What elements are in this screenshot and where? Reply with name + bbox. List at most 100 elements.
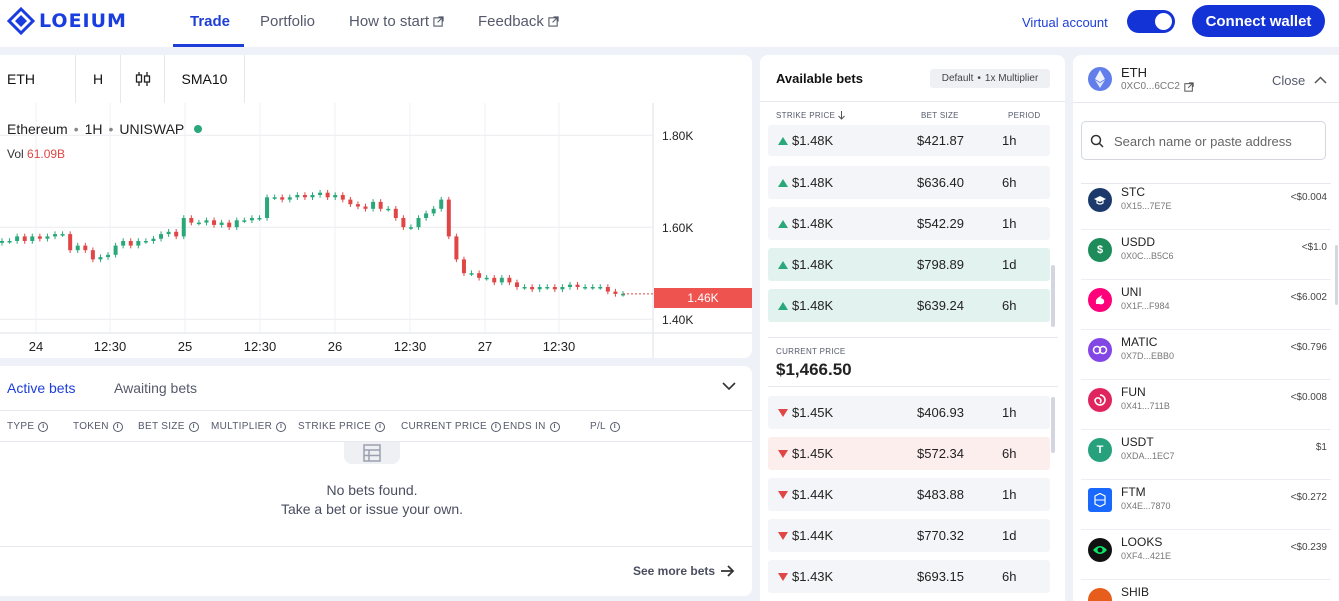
bet-row-down[interactable]: $1.45K $572.34 6h [768, 437, 1050, 470]
token-row[interactable]: UNI 0X1F...F984 <$6.002 [1081, 280, 1331, 330]
token-row[interactable]: MATIC 0X7D...EBB0 <$0.796 [1081, 330, 1331, 380]
token-row[interactable]: $ USDD 0X0C...B5C6 <$1.0 [1081, 230, 1331, 280]
up-list-scrollbar[interactable] [1051, 265, 1055, 327]
legend-interval: 1H [84, 121, 103, 137]
chevron-down-icon[interactable] [722, 381, 736, 391]
bet-size: $406.93 [917, 405, 964, 420]
candle-body [371, 201, 376, 209]
swirl-icon [1094, 394, 1106, 406]
info-icon[interactable]: i [188, 421, 199, 432]
tab-awaiting-bets[interactable]: Awaiting bets [114, 380, 198, 396]
info-icon[interactable]: i [276, 421, 287, 432]
candle-body [477, 273, 482, 278]
nav-how-to-start[interactable]: How to start [349, 13, 444, 30]
x-tick-label: 27 [478, 339, 492, 354]
token-row[interactable]: FUN 0X41...711B <$0.008 [1081, 380, 1331, 430]
token-symbol: FUN [1121, 385, 1146, 399]
candle-body [45, 236, 50, 239]
bet-row-up[interactable]: $1.48K $798.89 1d [768, 248, 1050, 281]
bet-period: 6h [1002, 446, 1017, 461]
bet-row-up[interactable]: $1.48K $542.29 1h [768, 207, 1050, 240]
y-tick-label: 1.80K [662, 129, 693, 143]
candle-body [302, 195, 307, 198]
candle-body [590, 287, 595, 289]
connect-wallet-button[interactable]: Connect wallet [1192, 5, 1325, 37]
logo[interactable]: LOEIUM [7, 7, 127, 35]
candle-body [325, 192, 330, 198]
x-tick-label: 12:30 [394, 339, 427, 354]
nav-portfolio[interactable]: Portfolio [260, 13, 315, 30]
candle-body [37, 236, 42, 239]
bet-row-down[interactable]: $1.43K $693.15 6h [768, 560, 1050, 593]
up-arrow-icon [778, 136, 788, 145]
nav-trade[interactable]: Trade [190, 13, 230, 30]
bet-row-down[interactable]: $1.44K $770.32 1d [768, 519, 1050, 552]
bet-row-down[interactable]: $1.45K $406.93 1h [768, 396, 1050, 429]
table-icon [363, 444, 381, 462]
indicator-button[interactable]: SMA10 [165, 55, 245, 103]
nav-feedback[interactable]: Feedback [478, 13, 559, 30]
info-icon[interactable]: i [549, 421, 560, 432]
see-more-bets-link[interactable]: See more bets [633, 564, 735, 578]
bets-filter-badge[interactable]: Default • 1x Multiplier [930, 69, 1050, 88]
info-icon[interactable]: i [490, 421, 501, 432]
down-arrow-icon [778, 572, 788, 581]
interval-label: H [92, 71, 104, 87]
down-list-scrollbar[interactable] [1051, 397, 1055, 453]
candle-body [249, 218, 254, 221]
token-search-input[interactable]: Search name or paste address [1081, 121, 1326, 160]
symbol-selector[interactable]: ETH [0, 55, 76, 103]
info-icon[interactable]: i [112, 421, 123, 432]
candle-body [121, 241, 126, 246]
up-arrow-icon [778, 260, 788, 269]
col-current-price: CURRENT PRICE i [401, 421, 501, 432]
candle-body [318, 192, 323, 195]
bet-row-up[interactable]: $1.48K $639.24 6h [768, 289, 1050, 322]
token-row[interactable]: SHIB [1081, 580, 1331, 601]
bet-strike: $1.43K [778, 569, 833, 584]
selected-token-address[interactable]: 0XC0...6CC2 [1121, 81, 1194, 92]
info-icon[interactable]: i [375, 421, 386, 432]
looks-icon [1088, 538, 1112, 562]
see-more-label: See more bets [633, 564, 716, 578]
virtual-account-label: Virtual account [1022, 15, 1108, 30]
col-current-price-label: CURRENT PRICE [401, 421, 487, 432]
info-icon[interactable]: i [38, 421, 49, 432]
strike-value: $1.44K [792, 487, 834, 502]
empty-state-title: No bets found. [326, 482, 418, 498]
candle-body [53, 234, 58, 237]
interval-selector[interactable]: H [76, 55, 121, 103]
strike-value: $1.43K [792, 569, 834, 584]
info-icon[interactable]: i [609, 421, 620, 432]
col-token-label: TOKEN [73, 421, 109, 432]
ftm-icon [1088, 488, 1112, 512]
bet-row-down[interactable]: $1.44K $483.88 1h [768, 478, 1050, 511]
bet-row-up[interactable]: $1.48K $421.87 1h [768, 125, 1050, 156]
tab-active-bets[interactable]: Active bets [7, 380, 76, 396]
token-row[interactable]: FTM 0X4E...7870 <$0.272 [1081, 480, 1331, 530]
divider [1081, 379, 1331, 380]
token-address: 0X4E...7870 [1121, 501, 1171, 511]
candle-body [431, 208, 436, 214]
price-chart[interactable]: 1.80K 1.60K 1.40K 24 12:30 25 12:30 26 12:30 27 12… [0, 103, 752, 358]
candle-body [416, 218, 421, 228]
col-strike-price-sort[interactable]: STRIKE PRICE [776, 111, 846, 120]
candle-body [166, 231, 171, 235]
token-list-scrollbar[interactable] [1335, 245, 1338, 305]
token-row[interactable]: T USDT 0XDA...1EC7 $1 [1081, 430, 1331, 480]
y-tick-label: 1.60K [662, 221, 693, 235]
bet-strike: $1.48K [778, 133, 833, 148]
legend-source: UNISWAP [119, 121, 185, 137]
current-price-label: CURRENT PRICE [776, 347, 846, 356]
divider [760, 101, 1065, 102]
divider [1073, 102, 1339, 103]
col-strike-price-label: STRIKE PRICE [298, 421, 372, 432]
candle-body [60, 234, 65, 236]
close-panel-button[interactable]: Close [1272, 73, 1327, 88]
virtual-account-toggle[interactable] [1127, 10, 1175, 33]
chart-type-button[interactable] [121, 55, 165, 103]
token-row[interactable]: LOOKS 0XF4...421E <$0.239 [1081, 530, 1331, 580]
bet-row-up[interactable]: $1.48K $636.40 6h [768, 166, 1050, 199]
strike-value: $1.48K [792, 257, 834, 272]
token-row[interactable]: STC 0X15...7E7E <$0.004 [1081, 180, 1331, 230]
